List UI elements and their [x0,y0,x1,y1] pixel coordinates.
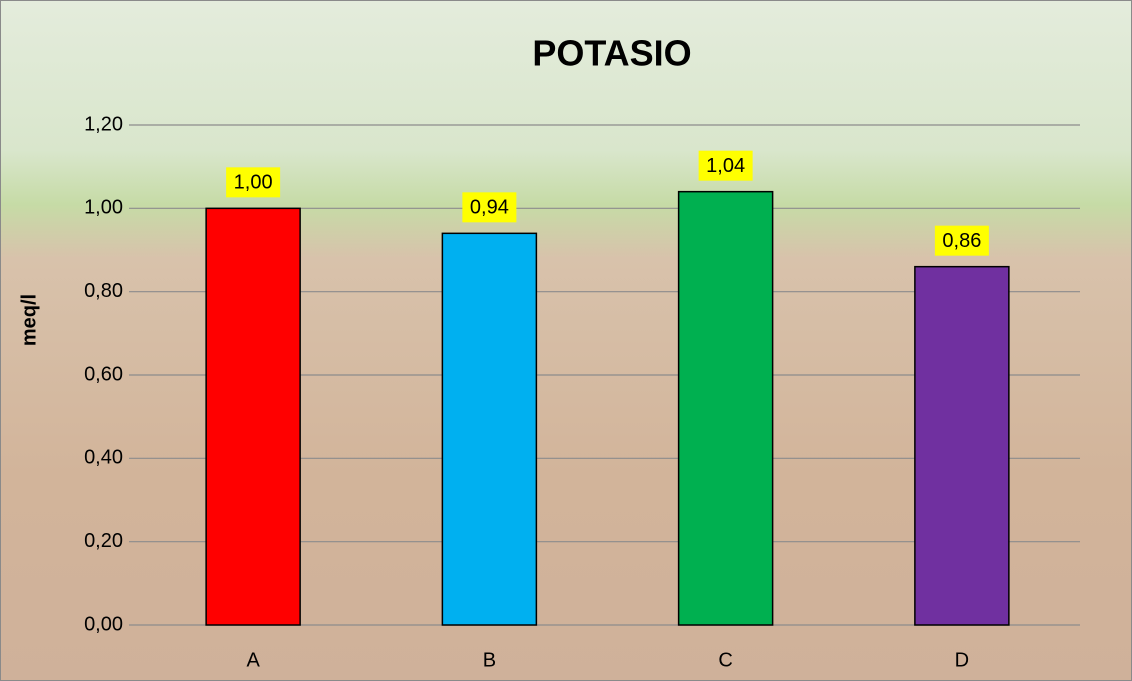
bar [205,207,301,626]
y-tick-label: 1,20 [84,113,123,135]
y-tick-label: 0,20 [84,530,123,552]
y-tick-label: 0,40 [84,447,123,469]
value-label: 0,94 [470,197,509,219]
value-label: 0,86 [942,230,981,252]
x-tick-label: B [483,649,496,671]
x-tick-label: D [955,649,969,671]
bar [441,232,538,626]
bar [914,265,1010,626]
value-label: 1,00 [234,172,273,194]
value-label: 1,04 [706,155,745,177]
y-tick-label: 0,80 [84,280,123,302]
x-tick-label: C [718,649,732,671]
value-label-background [226,167,281,198]
value-label-background [698,150,753,181]
bar [677,190,774,626]
chart-title: POTASIO [532,33,691,74]
value-label-background [462,192,517,223]
y-axis-label: meq/l [18,294,40,346]
value-label-background [934,225,989,256]
y-tick-label: 0,60 [84,363,123,385]
y-tick-label: 1,00 [84,197,123,219]
x-tick-label: A [246,649,260,671]
y-tick-label: 0,00 [84,613,123,635]
